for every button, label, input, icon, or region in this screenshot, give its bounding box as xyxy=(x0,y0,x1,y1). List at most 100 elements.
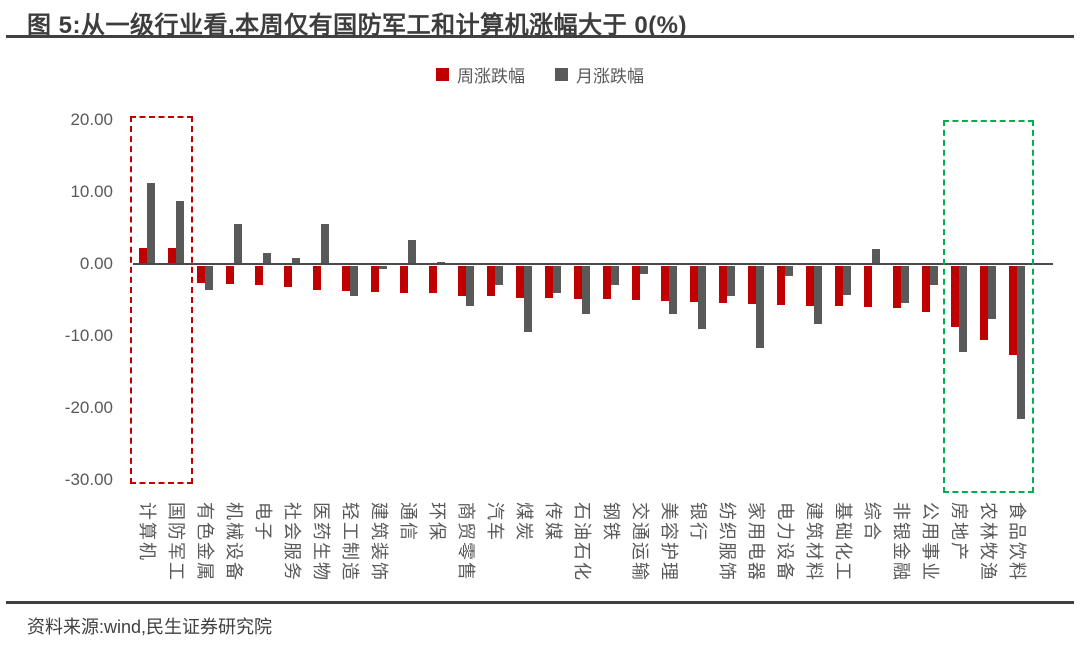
y-axis-tick-20.00: 20.00 xyxy=(70,110,113,129)
month-series-swatch-icon xyxy=(555,68,568,81)
y-axis-tick-0.00: 0.00 xyxy=(79,254,113,273)
month-bar-综合 xyxy=(872,248,880,264)
month-bar-食品饮料 xyxy=(1017,266,1025,419)
x-axis-label-公用事业: 公用事业 xyxy=(920,502,940,582)
month-bar-纺织服饰 xyxy=(727,266,735,296)
week-bar-纺织服饰 xyxy=(719,266,727,304)
x-axis-label-美容护理: 美容护理 xyxy=(659,502,679,582)
x-axis-label-基础化工: 基础化工 xyxy=(833,502,853,582)
month-bar-商贸零售 xyxy=(466,266,474,307)
week-bar-机械设备 xyxy=(226,266,234,284)
month-bar-电力设备 xyxy=(785,266,793,277)
week-bar-医药生物 xyxy=(313,266,321,290)
week-bar-综合 xyxy=(864,266,872,308)
y-axis-tick--10.00: -10.00 xyxy=(64,326,113,345)
month-bar-轻工制造 xyxy=(350,266,358,296)
y-axis-tick--30.00: -30.00 xyxy=(64,470,113,489)
month-bar-建筑装饰 xyxy=(379,266,387,269)
x-axis-label-银行: 银行 xyxy=(688,502,708,542)
plot-area xyxy=(133,120,1053,480)
legend-item-month: 月涨跌幅 xyxy=(555,62,644,87)
week-bar-建筑材料 xyxy=(806,266,814,306)
month-bar-汽车 xyxy=(495,266,503,285)
x-axis-label-房地产: 房地产 xyxy=(949,502,969,562)
week-bar-电力设备 xyxy=(777,266,785,305)
y-axis-tick-10.00: 10.00 xyxy=(70,182,113,201)
title-underline xyxy=(6,35,1074,38)
x-axis-label-通信: 通信 xyxy=(398,502,418,542)
x-axis-label-商贸零售: 商贸零售 xyxy=(456,502,476,582)
week-bar-银行 xyxy=(690,266,698,302)
month-bar-社会服务 xyxy=(292,258,300,264)
month-bar-农林牧渔 xyxy=(988,266,996,320)
week-bar-社会服务 xyxy=(284,266,292,287)
x-axis-label-钢铁: 钢铁 xyxy=(601,502,621,542)
x-axis-label-家用电器: 家用电器 xyxy=(746,502,766,582)
x-axis-label-非银金融: 非银金融 xyxy=(891,502,911,582)
week-bar-轻工制造 xyxy=(342,266,350,292)
month-bar-非银金融 xyxy=(901,266,909,303)
month-bar-医药生物 xyxy=(321,224,329,264)
week-bar-计算机 xyxy=(139,248,147,264)
month-bar-煤炭 xyxy=(524,266,532,333)
week-bar-通信 xyxy=(400,266,408,293)
month-bar-传媒 xyxy=(553,266,561,294)
week-bar-环保 xyxy=(429,266,437,294)
week-bar-传媒 xyxy=(545,266,553,299)
legend-item-week: 周涨跌幅 xyxy=(436,62,525,87)
week-bar-钢铁 xyxy=(603,266,611,300)
week-bar-国防军工 xyxy=(168,248,176,264)
y-axis-tick--20.00: -20.00 xyxy=(64,398,113,417)
footer-divider xyxy=(6,601,1074,604)
x-axis-label-环保: 环保 xyxy=(427,502,447,542)
month-bar-通信 xyxy=(408,239,416,264)
month-bar-公用事业 xyxy=(930,266,938,286)
x-axis-label-煤炭: 煤炭 xyxy=(514,502,534,542)
week-bar-房地产 xyxy=(951,266,959,328)
x-axis-label-汽车: 汽车 xyxy=(485,502,505,542)
chart-legend: 周涨跌幅 月涨跌幅 xyxy=(0,62,1080,87)
x-axis-label-电子: 电子 xyxy=(253,502,273,542)
week-bar-商贸零售 xyxy=(458,266,466,296)
month-bar-电子 xyxy=(263,253,271,264)
x-axis-label-社会服务: 社会服务 xyxy=(282,502,302,582)
x-axis-label-医药生物: 医药生物 xyxy=(311,502,331,582)
month-bar-国防军工 xyxy=(176,201,184,264)
month-bar-房地产 xyxy=(959,266,967,352)
x-axis-label-传媒: 传媒 xyxy=(543,502,563,542)
month-bar-建筑材料 xyxy=(814,266,822,324)
week-bar-食品饮料 xyxy=(1009,266,1017,355)
week-bar-电子 xyxy=(255,266,263,286)
month-bar-有色金属 xyxy=(205,266,213,290)
x-axis-label-建筑装饰: 建筑装饰 xyxy=(369,502,389,582)
week-series-swatch-icon xyxy=(436,68,449,81)
month-bar-环保 xyxy=(437,261,445,264)
week-bar-基础化工 xyxy=(835,266,843,306)
week-bar-美容护理 xyxy=(661,266,669,301)
x-axis-label-国防军工: 国防军工 xyxy=(166,502,186,582)
month-bar-钢铁 xyxy=(611,266,619,285)
week-bar-非银金融 xyxy=(893,266,901,309)
x-axis-label-电力设备: 电力设备 xyxy=(775,502,795,582)
month-bar-交通运输 xyxy=(640,266,648,274)
month-bar-银行 xyxy=(698,266,706,330)
month-bar-机械设备 xyxy=(234,223,242,264)
week-bar-汽车 xyxy=(487,266,495,297)
week-bar-有色金属 xyxy=(197,266,205,284)
x-axis-label-交通运输: 交通运输 xyxy=(630,502,650,582)
month-bar-美容护理 xyxy=(669,266,677,314)
zero-axis-line xyxy=(133,263,1053,265)
week-bar-建筑装饰 xyxy=(371,266,379,292)
week-bar-公用事业 xyxy=(922,266,930,313)
legend-label-month: 月涨跌幅 xyxy=(576,67,644,86)
month-bar-计算机 xyxy=(147,182,155,264)
month-bar-基础化工 xyxy=(843,266,851,295)
month-bar-家用电器 xyxy=(756,266,764,349)
x-axis-label-综合: 综合 xyxy=(862,502,882,542)
x-axis-label-有色金属: 有色金属 xyxy=(195,502,215,582)
month-bar-石油石化 xyxy=(582,266,590,315)
data-source-note: 资料来源:wind,民生证券研究院 xyxy=(27,617,273,637)
x-axis-label-食品饮料: 食品饮料 xyxy=(1007,502,1027,582)
x-axis-label-轻工制造: 轻工制造 xyxy=(340,502,360,582)
week-bar-家用电器 xyxy=(748,266,756,305)
